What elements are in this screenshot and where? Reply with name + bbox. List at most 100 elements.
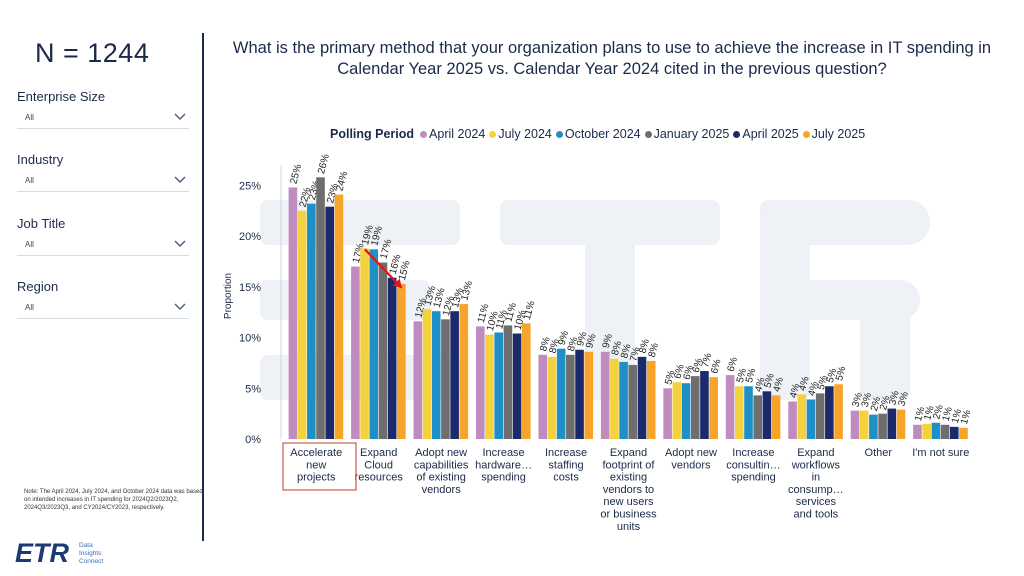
bar: [887, 408, 897, 439]
filter-enterprise-size: Enterprise Size All: [17, 89, 189, 129]
industry-dropdown[interactable]: All: [17, 173, 189, 192]
category-highlight-box: [282, 442, 357, 491]
trend-arrow-line: [364, 248, 403, 289]
chevron-down-icon: [174, 240, 186, 247]
filter-label: Job Title: [17, 216, 66, 231]
data-label: 5%: [663, 369, 677, 386]
x-tick-label-line: consultin…: [726, 459, 780, 471]
bar: [503, 325, 513, 439]
bar: [815, 393, 825, 439]
data-label: 26%: [316, 153, 332, 175]
data-label: 11%: [494, 309, 510, 331]
legend-swatch: [555, 130, 563, 138]
bar: [646, 360, 656, 439]
legend-label: January 2025: [653, 127, 730, 141]
bar: [940, 424, 950, 439]
vertical-divider: [202, 33, 204, 541]
bar: [959, 427, 968, 439]
y-tick-label: 10%: [239, 333, 261, 345]
legend-label: October 2024: [564, 127, 641, 141]
legend-item: July 2024: [489, 127, 552, 141]
bar: [575, 349, 584, 439]
y-tick-label: 25%: [239, 180, 261, 192]
data-label: 4%: [753, 376, 767, 393]
data-label: 8%: [638, 338, 652, 355]
x-tick-label: Adopt new capabilities of existing vendors: [414, 447, 469, 496]
bar: [600, 351, 610, 439]
legend-item: April 2025: [733, 127, 799, 141]
x-tick-label-line: units: [617, 521, 641, 533]
bar: [521, 323, 531, 439]
data-label: 6%: [691, 357, 705, 374]
legend-label: July 2024: [498, 127, 552, 141]
x-tick-label: Increase consultin… spending: [726, 447, 780, 484]
x-tick-label: I'm not sure: [912, 447, 969, 459]
bar: [859, 410, 869, 439]
job-title-dropdown[interactable]: All: [17, 237, 189, 256]
y-tick-label: 5%: [245, 383, 261, 395]
bar: [896, 409, 906, 439]
x-tick-label-line: vendors: [422, 484, 462, 496]
y-axis-label: Proportion: [223, 273, 234, 319]
bar: [850, 410, 860, 439]
data-label: 5%: [744, 367, 758, 384]
x-tick-label-line: Increase: [732, 447, 774, 459]
data-label: 2%: [878, 395, 892, 412]
bar: [584, 351, 594, 439]
data-label: 1%: [913, 406, 927, 423]
x-tick-label-line: in: [812, 472, 821, 484]
bar: [316, 177, 325, 440]
bar: [475, 326, 485, 439]
legend-item: July 2025: [802, 127, 865, 141]
bar: [431, 311, 441, 439]
x-tick-label-line: Adopt new: [665, 447, 717, 459]
x-tick-label-line: and tools: [794, 509, 839, 521]
bar: [806, 399, 816, 439]
bar: [672, 382, 682, 439]
x-tick-label: Expand footprint of existing vendors to new …: [600, 447, 657, 533]
bar: [351, 266, 360, 439]
data-label: 4%: [807, 380, 821, 397]
data-label: 3%: [897, 390, 911, 407]
bar: [485, 334, 494, 439]
data-label: 3%: [851, 391, 865, 408]
x-tick-label-line: or business: [600, 509, 657, 521]
bar: [762, 391, 772, 439]
legend-swatch: [802, 130, 810, 138]
data-label: 22%: [298, 186, 314, 208]
y-tick-label: 20%: [239, 231, 261, 243]
bar: [422, 309, 432, 439]
bar: [663, 388, 672, 439]
x-tick-label-line: costs: [553, 472, 579, 484]
data-label: 6%: [726, 356, 740, 373]
dropdown-value: All: [25, 240, 34, 249]
filter-job-title: Job Title All: [17, 216, 189, 256]
data-label: 9%: [584, 333, 598, 350]
bar: [690, 376, 700, 439]
data-label: 8%: [619, 343, 633, 360]
bar: [931, 422, 941, 439]
filter-label: Region: [17, 279, 59, 294]
enterprise-size-dropdown[interactable]: All: [17, 110, 189, 129]
data-label: 24%: [334, 170, 350, 192]
data-label: 25%: [288, 163, 304, 185]
data-label: 9%: [601, 333, 615, 350]
sample-size-label: N = 1244: [35, 38, 150, 68]
bar: [771, 395, 781, 439]
data-label: 8%: [647, 342, 661, 359]
x-tick-label-line: services: [796, 496, 837, 508]
x-tick-label: Expand Cloud resources: [355, 447, 404, 484]
data-label: 8%: [566, 336, 580, 353]
region-dropdown[interactable]: All: [17, 300, 189, 319]
bar: [681, 383, 691, 439]
data-label: 1%: [941, 406, 955, 423]
bar: [753, 395, 763, 439]
bar: [788, 401, 797, 439]
data-label: 4%: [797, 375, 811, 392]
x-tick-label-line: Increase: [482, 447, 524, 459]
data-label: 19%: [369, 225, 385, 247]
legend-title: Polling Period: [330, 127, 415, 141]
chevron-down-icon: [174, 176, 186, 183]
x-tick-label: Expand workflows in consump… services and too…: [788, 447, 844, 521]
